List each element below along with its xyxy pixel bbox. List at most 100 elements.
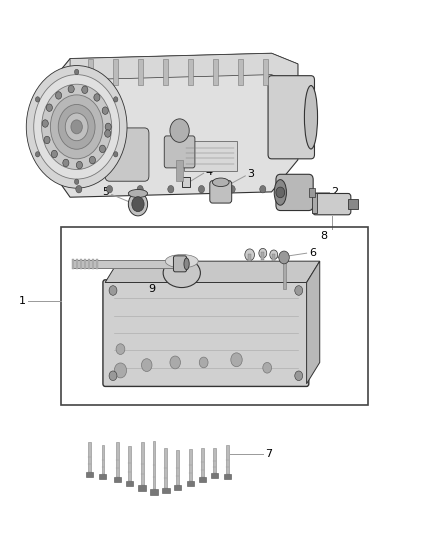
Bar [113,59,118,85]
Circle shape [113,96,118,102]
Circle shape [279,251,289,264]
Circle shape [137,185,143,193]
Bar [138,485,146,491]
Circle shape [105,130,111,138]
Bar [72,260,175,268]
Text: 3: 3 [247,169,254,179]
Bar [176,450,179,485]
Bar [126,481,133,486]
Polygon shape [70,53,298,85]
Bar [102,445,104,474]
Circle shape [229,185,235,193]
Polygon shape [44,53,298,197]
Bar [153,441,155,489]
Bar [224,474,231,480]
Circle shape [259,248,267,258]
Bar [116,442,119,477]
Circle shape [245,249,254,261]
Circle shape [35,96,40,102]
Circle shape [71,120,82,134]
Bar [76,259,78,269]
Ellipse shape [184,258,189,270]
Bar [201,448,204,477]
Circle shape [46,104,53,111]
Circle shape [99,145,106,152]
Circle shape [56,92,62,99]
Circle shape [270,250,278,260]
Circle shape [34,75,120,179]
FancyBboxPatch shape [164,136,195,168]
Bar [226,445,229,474]
Text: 8: 8 [321,231,328,241]
Circle shape [199,357,208,368]
Bar [272,254,275,261]
Bar [238,59,243,85]
Circle shape [109,371,117,381]
Bar [261,252,264,260]
Bar [309,188,315,197]
Bar [88,259,90,269]
Circle shape [170,356,180,369]
Circle shape [263,362,272,373]
Polygon shape [307,261,320,384]
FancyBboxPatch shape [173,256,187,272]
Circle shape [74,179,79,184]
Circle shape [198,185,205,193]
Text: 7: 7 [265,449,272,459]
Circle shape [76,161,82,169]
Circle shape [51,150,57,158]
Bar [213,59,218,85]
Bar [199,477,206,482]
Text: 6: 6 [309,248,316,258]
Bar [348,199,358,209]
Bar [187,481,194,486]
Circle shape [35,151,40,157]
Circle shape [116,344,125,354]
Bar [61,227,368,405]
Circle shape [170,119,189,142]
Circle shape [114,363,127,378]
Circle shape [168,185,174,193]
Ellipse shape [163,258,200,288]
Bar [176,160,183,181]
Bar [184,141,237,171]
Circle shape [141,359,152,372]
Circle shape [109,286,117,295]
Ellipse shape [304,85,318,149]
Bar [80,259,82,269]
Bar [164,448,167,488]
Circle shape [68,85,74,93]
Text: 9: 9 [148,285,155,294]
Text: 4: 4 [206,167,213,176]
Circle shape [63,159,69,167]
FancyBboxPatch shape [268,76,314,159]
Circle shape [128,192,148,216]
Bar [188,59,193,85]
Bar [138,59,143,85]
Circle shape [295,371,303,381]
Bar [114,477,121,482]
Bar [162,59,168,85]
Bar [182,177,190,187]
Bar [99,474,106,480]
Circle shape [94,94,100,101]
FancyBboxPatch shape [105,128,149,181]
Bar [141,442,144,485]
Circle shape [65,113,88,141]
Circle shape [42,84,112,169]
Ellipse shape [274,180,286,205]
Circle shape [58,104,95,149]
Bar [96,259,98,269]
Bar [174,485,181,490]
Bar [263,59,268,85]
Circle shape [260,185,266,193]
Bar [88,59,93,85]
Circle shape [295,286,303,295]
Circle shape [42,120,48,127]
Circle shape [113,152,118,157]
Bar [84,259,86,269]
Circle shape [231,353,242,367]
Ellipse shape [128,189,148,197]
Circle shape [105,123,111,131]
Text: 2: 2 [331,188,338,197]
